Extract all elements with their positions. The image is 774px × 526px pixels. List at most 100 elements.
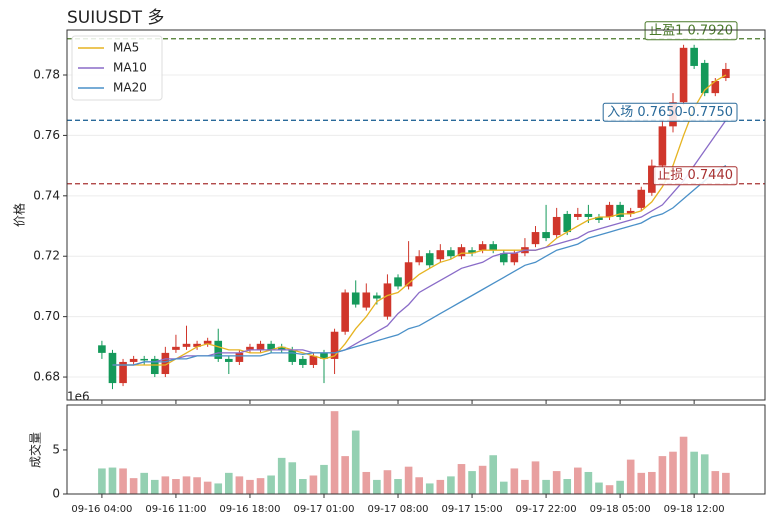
candle-body	[700, 62, 709, 94]
volume-bar	[225, 472, 233, 494]
candle-body	[119, 361, 127, 384]
volume-bar	[563, 479, 572, 494]
volume-bar	[584, 471, 593, 494]
volume-bar	[499, 481, 508, 494]
x-tick-label: 09-18 05:00	[590, 504, 651, 515]
volume-bar	[246, 479, 254, 494]
volume-bar	[478, 465, 487, 494]
volume-bar	[648, 471, 656, 494]
volume-bar	[277, 457, 286, 494]
candle-body	[552, 216, 561, 236]
candle-body	[330, 331, 339, 359]
candle-body	[563, 213, 572, 233]
candle-body	[351, 292, 360, 305]
candle-body	[595, 216, 603, 220]
candle-body	[447, 250, 455, 257]
y-axis-label: 价格	[12, 203, 27, 227]
candle-body	[214, 340, 223, 359]
volume-bar	[637, 472, 646, 494]
volume-bar	[182, 476, 191, 494]
volume-bar	[330, 411, 339, 494]
candle-body	[129, 358, 138, 362]
candle-body	[140, 358, 149, 361]
candle-body	[267, 343, 275, 350]
volume-bar	[129, 478, 138, 494]
volume-bar	[510, 468, 519, 494]
candle-body	[98, 345, 106, 353]
candle-body	[320, 352, 328, 359]
volume-bar	[140, 472, 149, 494]
volume-bar	[626, 459, 635, 494]
candle-body	[574, 213, 582, 217]
candle-body	[373, 295, 381, 299]
candle-body	[150, 358, 159, 375]
candle-body	[203, 340, 212, 344]
volume-bar	[203, 481, 212, 494]
y-tick-label: 0.76	[33, 128, 60, 142]
volume-bar	[669, 451, 677, 494]
volume-bar	[193, 477, 201, 494]
x-tick-label: 09-18 12:00	[664, 504, 725, 515]
candle-body	[425, 253, 434, 266]
volume-offset-label: 1e6	[67, 390, 90, 404]
candle-body	[383, 283, 392, 317]
volume-bar	[362, 471, 371, 494]
volume-bar	[722, 472, 730, 494]
candle-body	[436, 250, 445, 260]
candle-body	[341, 292, 349, 332]
candle-body	[489, 244, 498, 251]
x-tick-label: 09-17 08:00	[367, 504, 428, 515]
volume-bar	[415, 477, 423, 494]
volume-bar	[690, 451, 698, 494]
candle-body	[415, 256, 423, 263]
candle-body	[468, 250, 476, 254]
volume-bar	[468, 471, 476, 494]
volume-bar	[98, 468, 106, 494]
legend-label: MA5	[113, 41, 139, 55]
x-tick-label: 09-17 01:00	[293, 504, 354, 515]
candle-body	[362, 292, 371, 308]
volume-bar	[436, 479, 445, 494]
volume-bar	[711, 471, 720, 494]
volume-bar	[214, 483, 223, 494]
candle-body	[225, 358, 233, 362]
x-tick-label: 09-16 18:00	[219, 504, 280, 515]
volume-bar	[394, 479, 402, 494]
y-tick-label: 0.74	[33, 188, 60, 202]
volume-bar	[235, 476, 244, 494]
plot-frame	[66, 29, 766, 401]
volume-bar	[457, 464, 466, 494]
level-label-text: 止盈1 0.7920	[649, 23, 733, 38]
volume-bar	[404, 466, 413, 494]
volume-bar	[605, 485, 614, 494]
volume-bar	[574, 467, 582, 494]
volume-bar	[351, 430, 360, 494]
level-label-text: 入场 0.7650-0.7750	[607, 105, 733, 120]
y-tick-label: 0.68	[33, 370, 60, 384]
legend-label: MA10	[113, 61, 147, 75]
volume-bar	[172, 479, 180, 494]
volume-bar	[552, 471, 561, 494]
volume-bar	[542, 479, 550, 494]
ma-line	[112, 119, 727, 366]
candle-body	[299, 358, 307, 365]
volume-axis-label: 成交量	[28, 432, 43, 468]
level-label: 止盈1 0.7920	[644, 21, 738, 41]
candle-body	[499, 253, 508, 263]
candle-body	[616, 204, 624, 217]
x-tick-label: 09-16 04:00	[71, 504, 132, 515]
candle-body	[722, 68, 730, 79]
y-tick-label: 0.70	[33, 309, 60, 323]
volume-frame	[66, 404, 766, 495]
chart-title: SUIUSDT 多	[67, 8, 164, 28]
volume-bar	[425, 483, 434, 494]
volume-bar	[595, 482, 603, 494]
volume-y-tick-label: 0	[52, 487, 60, 501]
legend-box	[71, 35, 163, 101]
x-tick-label: 09-16 11:00	[145, 504, 206, 515]
volume-bar	[108, 467, 117, 494]
volume-bar	[700, 454, 709, 494]
legend-label: MA20	[113, 81, 147, 95]
y-tick-label: 0.72	[33, 249, 60, 263]
candle-body	[637, 189, 646, 208]
